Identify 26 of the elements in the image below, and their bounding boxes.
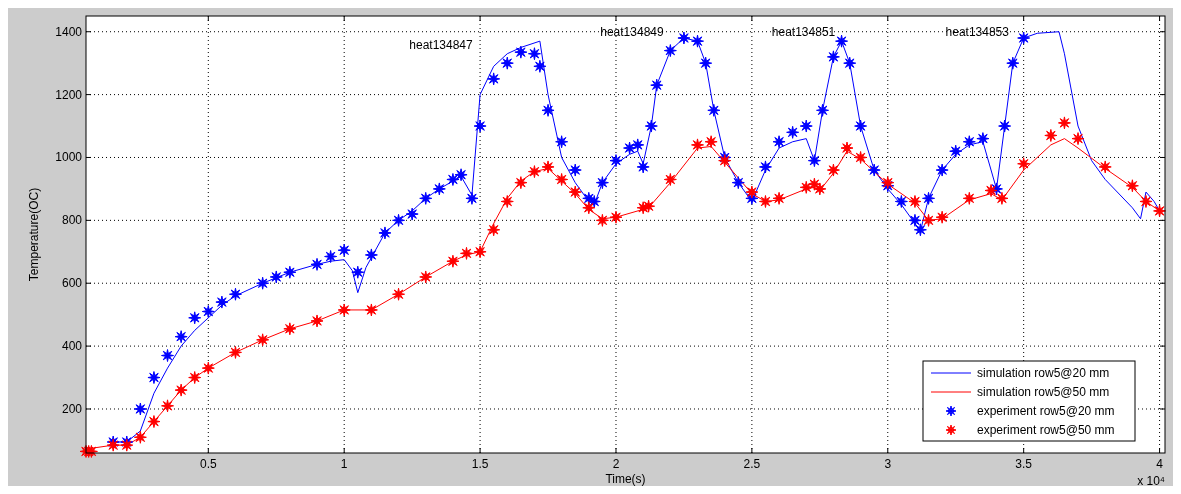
x-tick-label: 1 [340,457,348,471]
y-tick-label: 600 [61,276,83,291]
x-axis-title: Time(s) [605,472,646,486]
y-tick-label: 1400 [55,24,83,39]
annotation: heat134851 [771,25,836,39]
x-tick-label: 4 [1156,457,1164,471]
x-tick-label: 1.5 [471,457,489,471]
text: x 10⁴ [1137,474,1165,488]
annotation: heat134849 [600,25,664,39]
y-tick-label: 400 [61,339,83,354]
x-tick-label: 2.5 [743,457,761,471]
legend-label: experiment row5@50 mm [977,423,1115,437]
y-tick-label: 1000 [55,150,83,165]
legend-label: simulation row5@20 mm [977,366,1110,380]
y-tick-label: 200 [61,401,83,416]
x-tick-label: 3.5 [1015,457,1033,471]
y-tick-label: 1200 [55,87,83,102]
x-tick-label: 2 [612,457,620,471]
x-tick-label: 0.5 [199,457,217,471]
x-tick-label: 3 [884,457,892,471]
y-axis-title: Temperature(OC) [27,187,41,282]
annotation: heat134853 [945,25,1010,39]
legend-label: simulation row5@50 mm [977,385,1110,399]
annotation: heat134847 [409,38,474,52]
legend-label: experiment row5@20 mm [977,404,1115,418]
y-tick-label: 800 [61,213,83,228]
